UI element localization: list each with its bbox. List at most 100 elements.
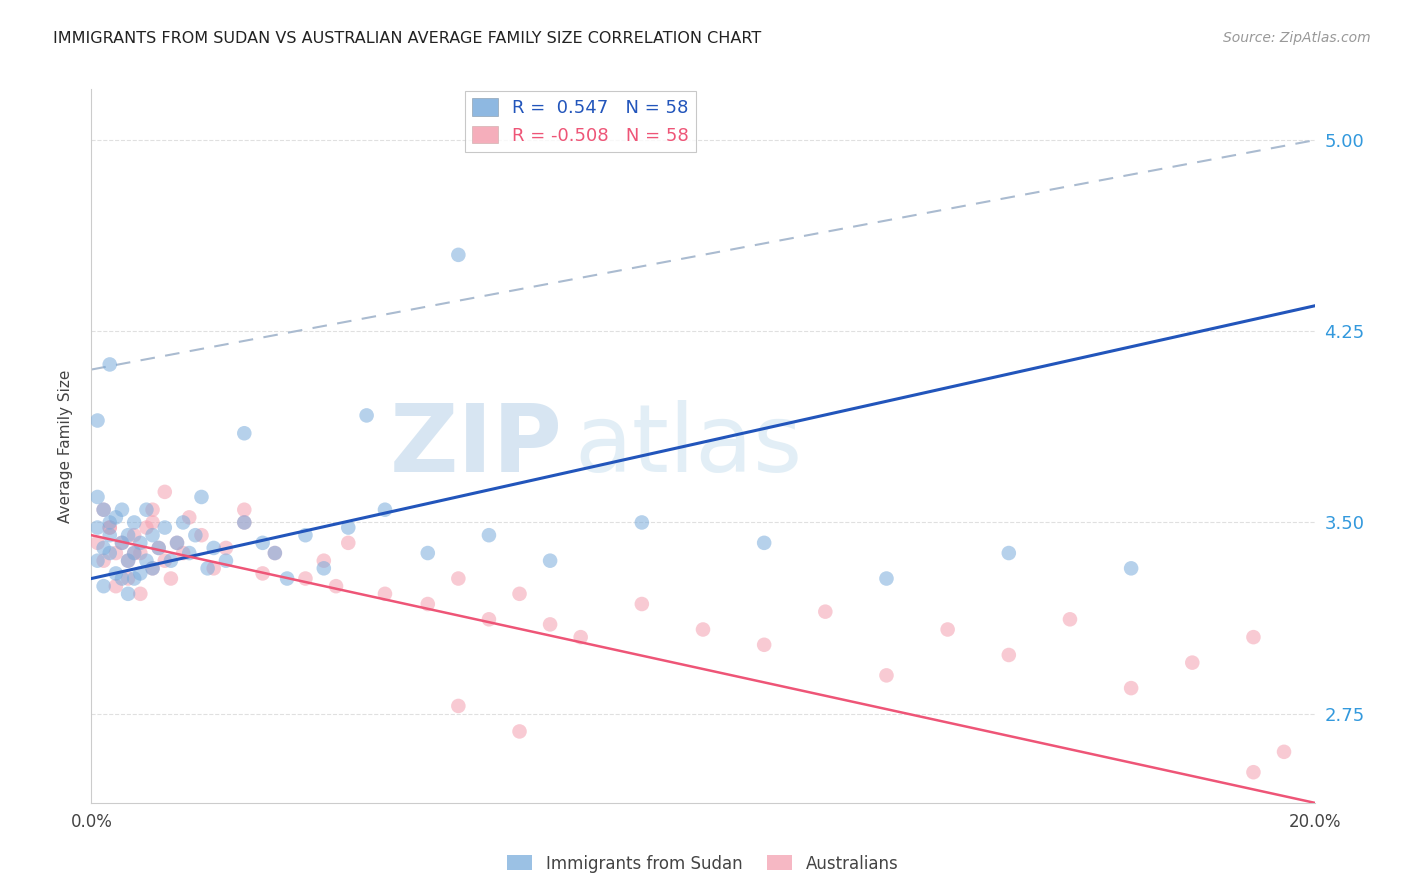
Point — [190, 490, 212, 504]
Point — [93, 502, 115, 516]
Text: atlas: atlas — [575, 400, 803, 492]
Point — [312, 554, 335, 568]
Point — [141, 528, 163, 542]
Point — [312, 561, 335, 575]
Point — [93, 502, 115, 516]
Point — [215, 554, 238, 568]
Point — [233, 516, 256, 530]
Point — [754, 638, 776, 652]
Point — [276, 572, 298, 586]
Point — [129, 536, 152, 550]
Point — [692, 623, 714, 637]
Point — [98, 358, 121, 372]
Point — [233, 502, 256, 516]
Point — [135, 520, 157, 534]
Point — [294, 572, 316, 586]
Point — [509, 587, 531, 601]
Point — [153, 554, 176, 568]
Point — [122, 528, 145, 542]
Point — [86, 554, 108, 568]
Point — [569, 630, 592, 644]
Point — [117, 554, 139, 568]
Point — [141, 561, 163, 575]
Point — [160, 572, 183, 586]
Point — [104, 546, 127, 560]
Point — [122, 516, 145, 530]
Point — [447, 248, 470, 262]
Point — [337, 536, 360, 550]
Point — [1059, 612, 1081, 626]
Point — [233, 426, 256, 441]
Point — [374, 502, 396, 516]
Point — [117, 554, 139, 568]
Point — [1243, 630, 1265, 644]
Point — [252, 536, 274, 550]
Point — [509, 724, 531, 739]
Point — [98, 520, 121, 534]
Point — [141, 502, 163, 516]
Text: IMMIGRANTS FROM SUDAN VS AUSTRALIAN AVERAGE FAMILY SIZE CORRELATION CHART: IMMIGRANTS FROM SUDAN VS AUSTRALIAN AVER… — [53, 31, 762, 46]
Point — [416, 597, 439, 611]
Point — [135, 554, 157, 568]
Point — [93, 579, 115, 593]
Point — [1181, 656, 1204, 670]
Point — [122, 572, 145, 586]
Point — [104, 566, 127, 581]
Text: Source: ZipAtlas.com: Source: ZipAtlas.com — [1223, 31, 1371, 45]
Point — [264, 546, 287, 560]
Point — [447, 572, 470, 586]
Point — [202, 541, 225, 555]
Point — [104, 510, 127, 524]
Point — [86, 520, 108, 534]
Point — [325, 579, 347, 593]
Point — [179, 546, 201, 560]
Point — [233, 516, 256, 530]
Point — [998, 648, 1021, 662]
Point — [93, 554, 115, 568]
Point — [190, 528, 212, 542]
Point — [153, 484, 176, 499]
Point — [111, 536, 134, 550]
Point — [117, 528, 139, 542]
Point — [86, 536, 108, 550]
Point — [117, 572, 139, 586]
Legend: R =  0.547   N = 58, R = -0.508   N = 58: R = 0.547 N = 58, R = -0.508 N = 58 — [465, 91, 696, 153]
Point — [875, 572, 898, 586]
Point — [98, 528, 121, 542]
Point — [294, 528, 316, 542]
Point — [172, 546, 194, 560]
Text: ZIP: ZIP — [389, 400, 562, 492]
Point — [153, 520, 176, 534]
Point — [148, 541, 170, 555]
Point — [936, 623, 959, 637]
Point — [998, 546, 1021, 560]
Point — [754, 536, 776, 550]
Point — [98, 516, 121, 530]
Point — [447, 698, 470, 713]
Point — [374, 587, 396, 601]
Point — [1121, 561, 1143, 575]
Point — [538, 617, 561, 632]
Point — [179, 510, 201, 524]
Point — [104, 579, 127, 593]
Point — [1121, 681, 1143, 695]
Point — [141, 561, 163, 575]
Point — [202, 561, 225, 575]
Point — [86, 413, 108, 427]
Point — [122, 546, 145, 560]
Point — [215, 541, 238, 555]
Point — [122, 546, 145, 560]
Point — [111, 502, 134, 516]
Point — [538, 554, 561, 568]
Point — [631, 597, 654, 611]
Point — [478, 528, 501, 542]
Point — [129, 546, 152, 560]
Point — [166, 536, 188, 550]
Point — [141, 516, 163, 530]
Point — [86, 490, 108, 504]
Point — [814, 605, 837, 619]
Point — [98, 520, 121, 534]
Point — [93, 541, 115, 555]
Point — [184, 528, 207, 542]
Point — [356, 409, 378, 423]
